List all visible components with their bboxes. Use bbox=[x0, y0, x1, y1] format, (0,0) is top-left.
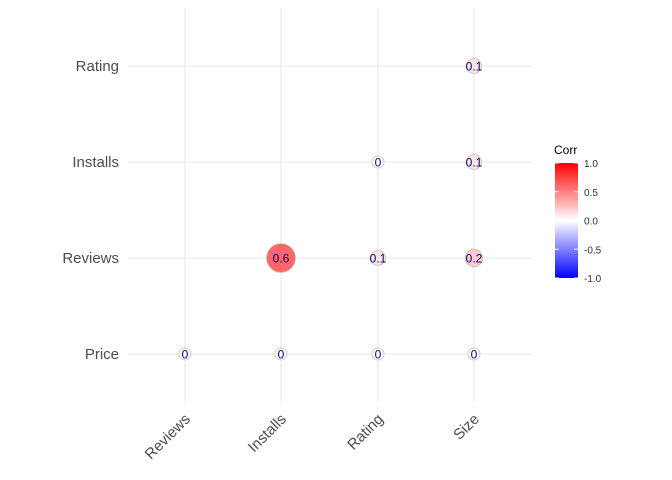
corr-value-label: 0.6 bbox=[273, 252, 290, 266]
corr-value-label: 0.2 bbox=[466, 252, 483, 266]
color-legend: Corr 1.0 0.5 0.0 -0.5 -1.0 bbox=[554, 143, 602, 285]
x-tick-label: Size bbox=[450, 411, 483, 444]
corr-value-label: 0.1 bbox=[466, 156, 483, 170]
y-tick-label: Price bbox=[85, 346, 119, 363]
legend-title: Corr bbox=[554, 143, 577, 157]
corr-circle bbox=[464, 248, 484, 268]
corr-circle bbox=[371, 347, 385, 361]
corr-circle bbox=[370, 250, 386, 266]
corr-value-label: 0 bbox=[471, 348, 478, 362]
corr-circle bbox=[466, 58, 482, 74]
legend-ticks: 1.0 0.5 0.0 -0.5 -1.0 bbox=[555, 159, 602, 285]
corr-circle bbox=[371, 155, 385, 169]
y-tick-label: Reviews bbox=[62, 250, 119, 267]
corr-value-label: 0 bbox=[182, 348, 189, 362]
corr-circle bbox=[467, 347, 481, 361]
y-tick-label: Installs bbox=[72, 154, 119, 171]
legend-tick-label: 0.5 bbox=[584, 188, 598, 199]
x-tick-label: Installs bbox=[245, 411, 290, 456]
corr-value-label: 0 bbox=[278, 348, 285, 362]
correlation-circles: 0 0 0 0 0.6 0.1 0.2 0 0.1 0.1 bbox=[178, 58, 484, 362]
legend-tick-label: -0.5 bbox=[584, 245, 602, 256]
legend-tick-label: 1.0 bbox=[584, 159, 598, 170]
corr-value-label: 0.1 bbox=[370, 252, 387, 266]
corr-circle bbox=[178, 347, 192, 361]
y-axis-tick-labels: Price Reviews Installs Rating bbox=[62, 58, 119, 363]
corr-circle bbox=[274, 347, 288, 361]
corr-value-label: 0.1 bbox=[466, 60, 483, 74]
x-tick-label: Rating bbox=[344, 411, 387, 454]
x-axis-tick-labels: Reviews Installs Rating Size bbox=[142, 411, 483, 463]
y-tick-label: Rating bbox=[76, 58, 119, 75]
legend-tick-label: -1.0 bbox=[584, 274, 602, 285]
corr-circle bbox=[466, 154, 482, 170]
x-tick-label: Reviews bbox=[142, 411, 194, 463]
legend-colorbar bbox=[555, 163, 578, 278]
legend-tick-label: 0.0 bbox=[584, 217, 598, 228]
corr-value-label: 0 bbox=[375, 348, 382, 362]
corr-circle bbox=[266, 243, 296, 273]
corr-value-label: 0 bbox=[375, 156, 382, 170]
